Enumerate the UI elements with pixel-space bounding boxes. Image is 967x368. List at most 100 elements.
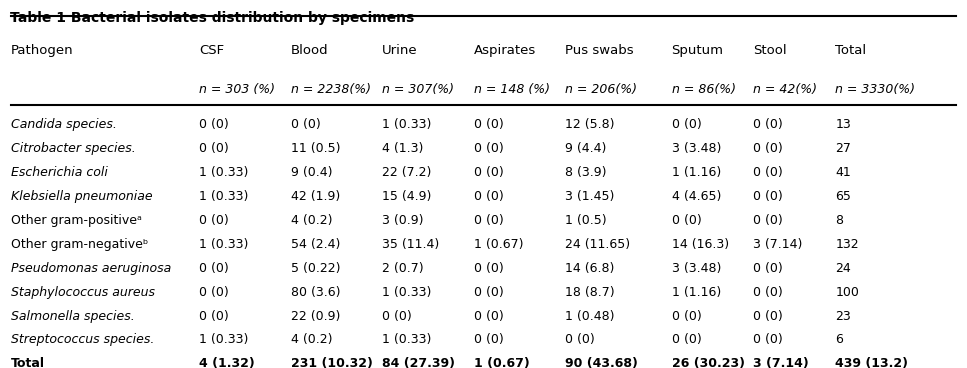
Text: 0 (0): 0 (0) <box>753 262 783 275</box>
Text: 6: 6 <box>835 333 843 346</box>
Text: 84 (27.39): 84 (27.39) <box>382 357 455 368</box>
Text: 0 (0): 0 (0) <box>474 142 504 155</box>
Text: 0 (0): 0 (0) <box>199 309 229 322</box>
Text: 8: 8 <box>835 214 843 227</box>
Text: 0 (0): 0 (0) <box>474 333 504 346</box>
Text: 1 (0.33): 1 (0.33) <box>199 333 249 346</box>
Text: 3 (7.14): 3 (7.14) <box>753 357 809 368</box>
Text: n = 307(%): n = 307(%) <box>382 84 454 96</box>
Text: 1 (1.16): 1 (1.16) <box>671 286 720 298</box>
Text: 0 (0): 0 (0) <box>291 118 320 131</box>
Text: 1 (0.67): 1 (0.67) <box>474 357 530 368</box>
Text: 439 (13.2): 439 (13.2) <box>835 357 908 368</box>
Text: 0 (0): 0 (0) <box>199 262 229 275</box>
Text: 0 (0): 0 (0) <box>474 166 504 179</box>
Text: 8 (3.9): 8 (3.9) <box>566 166 607 179</box>
Text: 0 (0): 0 (0) <box>753 142 783 155</box>
Text: 231 (10.32): 231 (10.32) <box>291 357 372 368</box>
Text: 0 (0): 0 (0) <box>474 118 504 131</box>
Text: 0 (0): 0 (0) <box>753 190 783 203</box>
Text: 22 (0.9): 22 (0.9) <box>291 309 340 322</box>
Text: 9 (4.4): 9 (4.4) <box>566 142 607 155</box>
Text: 42 (1.9): 42 (1.9) <box>291 190 340 203</box>
Text: n = 148 (%): n = 148 (%) <box>474 84 550 96</box>
Text: 5 (0.22): 5 (0.22) <box>291 262 340 275</box>
Text: 0 (0): 0 (0) <box>753 214 783 227</box>
Text: 4 (0.2): 4 (0.2) <box>291 214 332 227</box>
Text: 24 (11.65): 24 (11.65) <box>566 238 630 251</box>
Text: 4 (1.3): 4 (1.3) <box>382 142 424 155</box>
Text: Candida species.: Candida species. <box>11 118 117 131</box>
Text: 1 (1.16): 1 (1.16) <box>671 166 720 179</box>
Text: 3 (1.45): 3 (1.45) <box>566 190 615 203</box>
Text: 41: 41 <box>835 166 851 179</box>
Text: 0 (0): 0 (0) <box>671 214 701 227</box>
Text: 2 (0.7): 2 (0.7) <box>382 262 424 275</box>
Text: 0 (0): 0 (0) <box>753 333 783 346</box>
Text: n = 86(%): n = 86(%) <box>671 84 736 96</box>
Text: 65: 65 <box>835 190 851 203</box>
Text: 23: 23 <box>835 309 851 322</box>
Text: 1 (0.5): 1 (0.5) <box>566 214 607 227</box>
Text: 9 (0.4): 9 (0.4) <box>291 166 332 179</box>
Text: 3 (3.48): 3 (3.48) <box>671 142 720 155</box>
Text: 1 (0.33): 1 (0.33) <box>382 118 431 131</box>
Text: CSF: CSF <box>199 44 224 57</box>
Text: 0 (0): 0 (0) <box>382 309 412 322</box>
Text: Escherichia coli: Escherichia coli <box>11 166 108 179</box>
Text: Other gram-negativeᵇ: Other gram-negativeᵇ <box>11 238 148 251</box>
Text: Stool: Stool <box>753 44 787 57</box>
Text: 4 (0.2): 4 (0.2) <box>291 333 332 346</box>
Text: 0 (0): 0 (0) <box>474 262 504 275</box>
Text: 0 (0): 0 (0) <box>753 166 783 179</box>
Text: 13: 13 <box>835 118 851 131</box>
Text: Pathogen: Pathogen <box>11 44 73 57</box>
Text: 14 (16.3): 14 (16.3) <box>671 238 729 251</box>
Text: 0 (0): 0 (0) <box>474 214 504 227</box>
Text: Klebsiella pneumoniae: Klebsiella pneumoniae <box>11 190 153 203</box>
Text: Total: Total <box>835 44 866 57</box>
Text: n = 206(%): n = 206(%) <box>566 84 637 96</box>
Text: 35 (11.4): 35 (11.4) <box>382 238 440 251</box>
Text: 4 (1.32): 4 (1.32) <box>199 357 254 368</box>
Text: 4 (4.65): 4 (4.65) <box>671 190 720 203</box>
Text: 0 (0): 0 (0) <box>199 286 229 298</box>
Text: n = 3330(%): n = 3330(%) <box>835 84 916 96</box>
Text: 1 (0.33): 1 (0.33) <box>199 238 249 251</box>
Text: 0 (0): 0 (0) <box>753 118 783 131</box>
Text: 3 (0.9): 3 (0.9) <box>382 214 424 227</box>
Text: Salmonella species.: Salmonella species. <box>11 309 134 322</box>
Text: 0 (0): 0 (0) <box>671 309 701 322</box>
Text: 1 (0.33): 1 (0.33) <box>199 190 249 203</box>
Text: n = 2238(%): n = 2238(%) <box>291 84 370 96</box>
Text: 0 (0): 0 (0) <box>753 309 783 322</box>
Text: 3 (3.48): 3 (3.48) <box>671 262 720 275</box>
Text: 1 (0.48): 1 (0.48) <box>566 309 615 322</box>
Text: 11 (0.5): 11 (0.5) <box>291 142 340 155</box>
Text: Urine: Urine <box>382 44 418 57</box>
Text: Pus swabs: Pus swabs <box>566 44 634 57</box>
Text: 0 (0): 0 (0) <box>753 286 783 298</box>
Text: n = 303 (%): n = 303 (%) <box>199 84 275 96</box>
Text: Table 1 Bacterial isolates distribution by specimens: Table 1 Bacterial isolates distribution … <box>10 11 414 25</box>
Text: 15 (4.9): 15 (4.9) <box>382 190 431 203</box>
Text: 18 (8.7): 18 (8.7) <box>566 286 615 298</box>
Text: 100: 100 <box>835 286 860 298</box>
Text: Total: Total <box>11 357 45 368</box>
Text: 26 (30.23): 26 (30.23) <box>671 357 745 368</box>
Text: Aspirates: Aspirates <box>474 44 536 57</box>
Text: 24: 24 <box>835 262 851 275</box>
Text: 0 (0): 0 (0) <box>199 214 229 227</box>
Text: 0 (0): 0 (0) <box>474 309 504 322</box>
Text: 54 (2.4): 54 (2.4) <box>291 238 340 251</box>
Text: Citrobacter species.: Citrobacter species. <box>11 142 135 155</box>
Text: 14 (6.8): 14 (6.8) <box>566 262 615 275</box>
Text: n = 42(%): n = 42(%) <box>753 84 817 96</box>
Text: 80 (3.6): 80 (3.6) <box>291 286 340 298</box>
Text: Staphylococcus aureus: Staphylococcus aureus <box>11 286 155 298</box>
Text: 0 (0): 0 (0) <box>199 142 229 155</box>
Text: 0 (0): 0 (0) <box>474 286 504 298</box>
Text: 132: 132 <box>835 238 859 251</box>
Text: 0 (0): 0 (0) <box>199 118 229 131</box>
Text: 1 (0.33): 1 (0.33) <box>382 333 431 346</box>
